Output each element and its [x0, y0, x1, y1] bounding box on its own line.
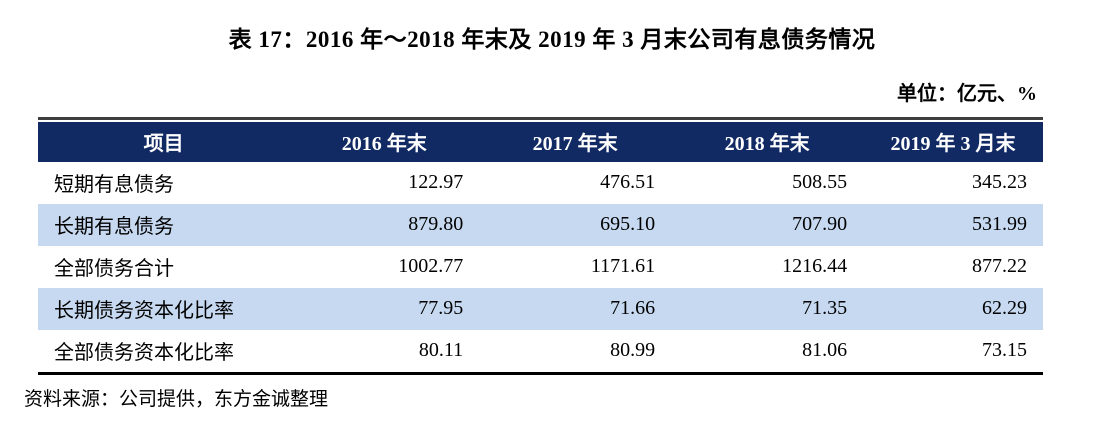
table-cell: 71.35	[802, 297, 848, 320]
row-label: 长期债务资本化比率	[54, 300, 234, 323]
column-header-2019-march: 2019 年 3 月末	[863, 121, 1043, 162]
column-header-2016: 2016 年末	[289, 121, 480, 162]
table-title: 表 17：2016 年～2018 年末及 2019 年 3 月末公司有息债务情况	[228, 27, 876, 52]
source-note: 资料来源：公司提供，东方金诚整理	[24, 388, 329, 410]
table-row: 长期有息债务 879.80 695.10 707.90 531.99	[38, 203, 1043, 246]
table-cell: 476.51	[600, 171, 656, 194]
table-cell: 508.55	[792, 171, 848, 194]
table-cell: 345.23	[972, 171, 1027, 194]
table-row: 长期债务资本化比率 77.95 71.66 71.35 62.29	[38, 287, 1043, 330]
table-cell: 879.80	[408, 213, 464, 236]
row-label: 短期有息债务	[54, 174, 174, 197]
table-cell: 531.99	[972, 213, 1027, 236]
table-row: 短期有息债务 122.97 476.51 508.55 345.23	[38, 162, 1043, 204]
table-cell: 1171.61	[590, 255, 656, 278]
table-row: 全部债务资本化比率 80.11 80.99 81.06 73.15	[38, 330, 1043, 372]
table-cell: 1216.44	[782, 255, 848, 278]
table-cell: 80.99	[610, 339, 656, 362]
table-cell: 707.90	[792, 213, 848, 236]
header-row: 项目 2016 年末 2017 年末 2018 年末 2019 年 3 月末	[38, 121, 1043, 162]
table-bottom-border	[38, 371, 1043, 375]
row-label: 全部债务资本化比率	[54, 342, 234, 365]
table-row: 全部债务合计 1002.77 1171.61 1216.44 877.22	[38, 246, 1043, 288]
debt-table-container: 项目 2016 年末 2017 年末 2018 年末 2019 年 3 月末 短…	[38, 116, 1043, 375]
column-header-2018: 2018 年末	[671, 121, 864, 162]
table-cell: 62.29	[982, 297, 1027, 320]
table-cell: 81.06	[802, 339, 848, 362]
table-cell: 73.15	[982, 339, 1027, 362]
column-header-item: 项目	[38, 121, 290, 162]
table-cell: 877.22	[972, 255, 1027, 278]
table-cell: 695.10	[600, 213, 656, 236]
table-cell: 1002.77	[398, 255, 464, 278]
column-header-2017: 2017 年末	[479, 121, 672, 162]
unit-note: 单位：亿元、%	[897, 82, 1037, 105]
interest-bearing-debt-table: 项目 2016 年末 2017 年末 2018 年末 2019 年 3 月末 短…	[38, 121, 1043, 372]
table-top-border	[38, 116, 1043, 120]
row-label: 全部债务合计	[54, 258, 174, 281]
table-cell: 122.97	[408, 171, 464, 194]
row-label: 长期有息债务	[54, 216, 174, 239]
table-cell: 77.95	[418, 297, 464, 320]
table-cell: 80.11	[418, 339, 464, 362]
table-cell: 71.66	[610, 297, 656, 320]
